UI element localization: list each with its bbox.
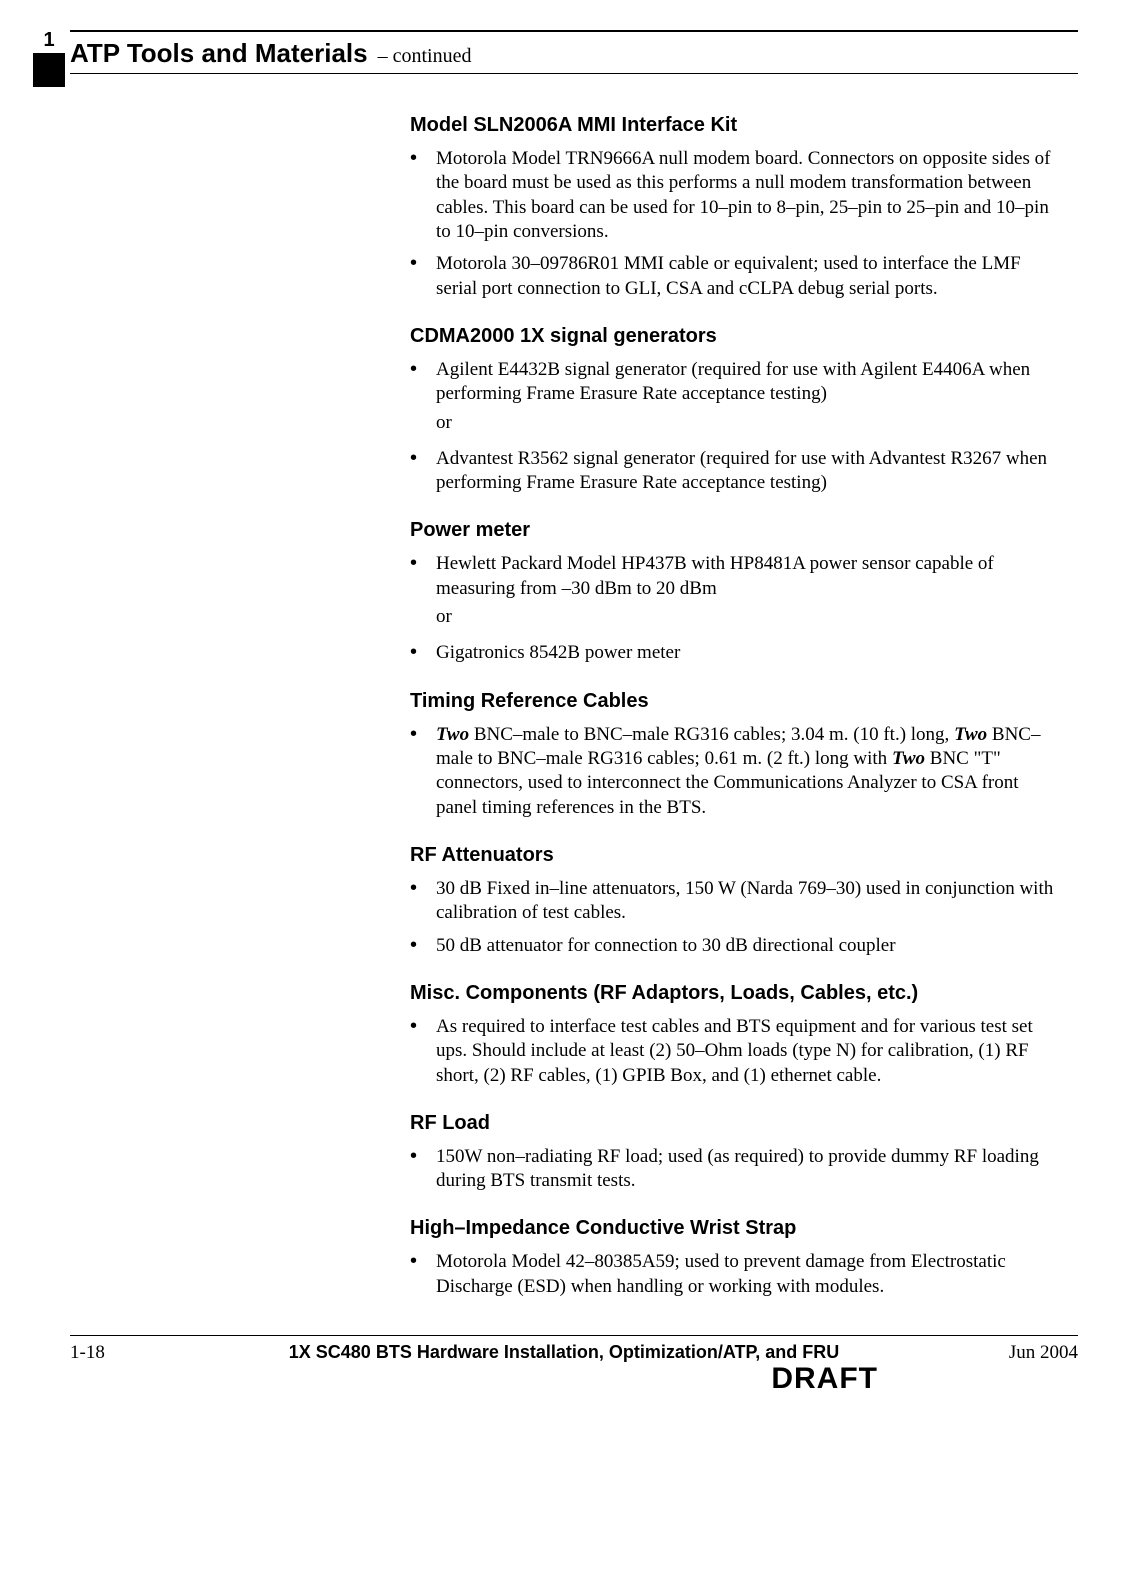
- list-item-text: 150W non–radiating RF load; used (as req…: [436, 1145, 1058, 1194]
- section-heading: Power meter: [410, 519, 1058, 542]
- list-item: •Advantest R3562 signal generator (requi…: [410, 447, 1058, 496]
- bullet-icon: •: [410, 552, 436, 633]
- header-title: ATP Tools and Materials: [70, 38, 368, 69]
- list-item: •As required to interface test cables an…: [410, 1015, 1058, 1088]
- header-rule-top: [70, 30, 1078, 32]
- footer-page-number: 1-18: [70, 1342, 190, 1364]
- bullet-list: •Motorola Model TRN9666A null modem boar…: [410, 147, 1058, 301]
- list-item-text: Motorola 30–09786R01 MMI cable or equiva…: [436, 252, 1058, 301]
- bullet-list: • Hewlett Packard Model HP437B with HP84…: [410, 552, 1058, 665]
- list-item: • Two BNC–male to BNC–male RG316 cables;…: [410, 723, 1058, 820]
- list-item: •50 dB attenuator for connection to 30 d…: [410, 934, 1058, 958]
- footer-date: Jun 2004: [938, 1342, 1078, 1364]
- list-item-text: 50 dB attenuator for connection to 30 dB…: [436, 934, 1058, 958]
- bullet-icon: •: [410, 1250, 436, 1299]
- list-item: •Gigatronics 8542B power meter: [410, 641, 1058, 665]
- bullet-list: • Agilent E4432B signal generator (requi…: [410, 358, 1058, 496]
- bullet-list: •As required to interface test cables an…: [410, 1015, 1058, 1088]
- list-item-text: Gigatronics 8542B power meter: [436, 641, 1058, 665]
- list-item-text: Advantest R3562 signal generator (requir…: [436, 447, 1058, 496]
- bullet-icon: •: [410, 447, 436, 496]
- section-heading: RF Attenuators: [410, 844, 1058, 867]
- list-item: • Hewlett Packard Model HP437B with HP84…: [410, 552, 1058, 633]
- bullet-icon: •: [410, 723, 436, 820]
- section-heading: Model SLN2006A MMI Interface Kit: [410, 114, 1058, 137]
- section-heading: Timing Reference Cables: [410, 690, 1058, 713]
- chapter-tab-block: [33, 53, 65, 87]
- list-item-text: Motorola Model TRN9666A null modem board…: [436, 147, 1058, 244]
- header-continued: – continued: [378, 45, 472, 68]
- bullet-list: •30 dB Fixed in–line attenuators, 150 W …: [410, 877, 1058, 958]
- page-footer: 1-18 1X SC480 BTS Hardware Installation,…: [70, 1336, 1078, 1364]
- list-item-text: Agilent E4432B signal generator (require…: [436, 359, 1030, 404]
- section-heading: RF Load: [410, 1112, 1058, 1135]
- section-heading: High–Impedance Conductive Wrist Strap: [410, 1217, 1058, 1240]
- bullet-icon: •: [410, 358, 436, 439]
- body-content: Model SLN2006A MMI Interface Kit •Motoro…: [410, 114, 1058, 1299]
- list-item: •150W non–radiating RF load; used (as re…: [410, 1145, 1058, 1194]
- bullet-icon: •: [410, 1015, 436, 1088]
- list-item: •Motorola Model TRN9666A null modem boar…: [410, 147, 1058, 244]
- draft-watermark: DRAFT: [70, 1362, 1078, 1396]
- section-heading: Misc. Components (RF Adaptors, Loads, Ca…: [410, 982, 1058, 1005]
- chapter-tab: 1: [33, 30, 65, 87]
- list-item: •Motorola Model 42–80385A59; used to pre…: [410, 1250, 1058, 1299]
- or-text: or: [436, 605, 1058, 629]
- footer-doc-title: 1X SC480 BTS Hardware Installation, Opti…: [190, 1342, 938, 1363]
- or-text: or: [436, 411, 1058, 435]
- bullet-list: •Motorola Model 42–80385A59; used to pre…: [410, 1250, 1058, 1299]
- section-heading: CDMA2000 1X signal generators: [410, 325, 1058, 348]
- bullet-icon: •: [410, 147, 436, 244]
- list-item: •30 dB Fixed in–line attenuators, 150 W …: [410, 877, 1058, 926]
- list-item-text: Two BNC–male to BNC–male RG316 cables; 3…: [436, 723, 1058, 820]
- bullet-icon: •: [410, 877, 436, 926]
- list-item-text: Motorola Model 42–80385A59; used to prev…: [436, 1250, 1058, 1299]
- header-rule-bottom: [70, 73, 1078, 74]
- running-header: ATP Tools and Materials – continued: [70, 38, 1078, 73]
- bullet-icon: •: [410, 252, 436, 301]
- list-item-text: 30 dB Fixed in–line attenuators, 150 W (…: [436, 877, 1058, 926]
- list-item-text: As required to interface test cables and…: [436, 1015, 1058, 1088]
- list-item: • Agilent E4432B signal generator (requi…: [410, 358, 1058, 439]
- bullet-list: • Two BNC–male to BNC–male RG316 cables;…: [410, 723, 1058, 820]
- list-item-text: Hewlett Packard Model HP437B with HP8481…: [436, 553, 994, 598]
- bullet-icon: •: [410, 1145, 436, 1194]
- bullet-icon: •: [410, 641, 436, 665]
- bullet-icon: •: [410, 934, 436, 958]
- bullet-list: •150W non–radiating RF load; used (as re…: [410, 1145, 1058, 1194]
- chapter-number: 1: [33, 30, 65, 50]
- list-item: •Motorola 30–09786R01 MMI cable or equiv…: [410, 252, 1058, 301]
